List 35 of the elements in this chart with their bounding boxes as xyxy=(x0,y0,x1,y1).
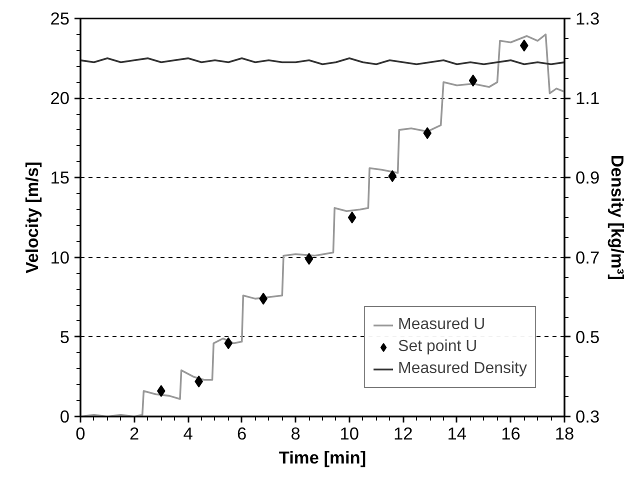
point xyxy=(348,212,356,224)
y2-tick-label: 0.9 xyxy=(576,168,600,188)
x-tick-label: 18 xyxy=(554,424,574,444)
y2-tick-label: 1.3 xyxy=(576,8,600,28)
y-tick-label: 10 xyxy=(50,247,70,268)
x-tick-label: 8 xyxy=(290,424,300,444)
x-tick-label: 16 xyxy=(501,424,520,444)
x-tick-label: 10 xyxy=(340,424,360,444)
point xyxy=(468,74,478,87)
point xyxy=(304,252,314,265)
x-tick-label: 4 xyxy=(183,424,194,444)
y2-tick-label: 0.5 xyxy=(576,326,600,347)
legend-label: Measured Density xyxy=(398,360,527,378)
y2-tick-label: 0.3 xyxy=(576,406,600,426)
y2-axis-title: Density [kg/m³] xyxy=(608,154,628,280)
x-axis-title: Time [min] xyxy=(278,448,366,468)
y-tick-label: 15 xyxy=(50,168,70,188)
point xyxy=(259,292,268,305)
point xyxy=(224,337,233,350)
y-tick-label: 0 xyxy=(60,406,70,426)
y2-tick-label: 0.7 xyxy=(576,247,600,268)
point xyxy=(388,170,397,182)
y-tick-label: 5 xyxy=(60,326,70,347)
x-tick-label: 2 xyxy=(129,424,140,444)
x-tick-label: 0 xyxy=(76,424,86,444)
legend-label: Set point U xyxy=(398,338,478,356)
legend-label: Measured U xyxy=(398,316,486,334)
x-tick-label: 6 xyxy=(237,424,247,444)
x-tick-label: 12 xyxy=(394,424,413,444)
y2-tick-label: 1.1 xyxy=(576,88,600,108)
y-axis-title: Velocity [m/s] xyxy=(22,162,42,274)
point xyxy=(423,127,432,140)
y-tick-label: 25 xyxy=(50,8,70,28)
x-tick-label: 14 xyxy=(447,424,467,444)
y-tick-label: 20 xyxy=(50,88,70,108)
